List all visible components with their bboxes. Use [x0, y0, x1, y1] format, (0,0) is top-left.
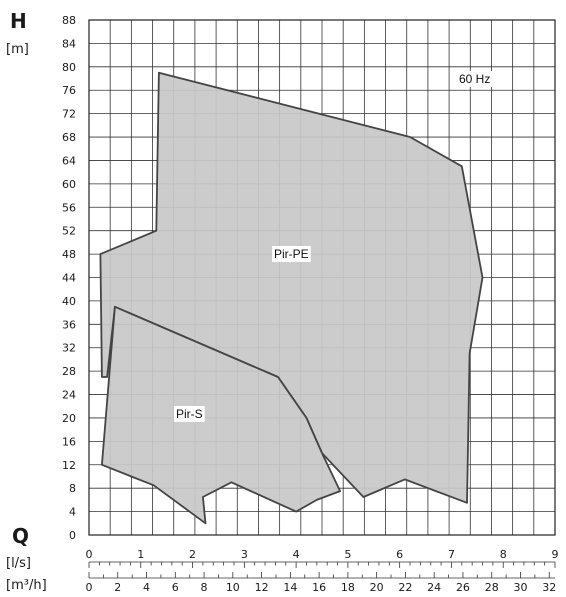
- area-pir-s: [101, 305, 342, 525]
- x-tick-label-m3h: 20: [370, 581, 384, 594]
- x-tick-label-ls: 6: [396, 548, 403, 561]
- series-label-pir-s-bg: [174, 406, 205, 422]
- y-tick-label: 68: [62, 131, 76, 144]
- y-tick-label: 52: [62, 225, 76, 238]
- x-tick-label-ls: 0: [86, 548, 93, 561]
- y-tick-label: 72: [62, 108, 76, 121]
- x-tick-label-ls: 7: [448, 548, 455, 561]
- y-tick-label: 60: [62, 178, 76, 191]
- y-tick-label: 76: [62, 84, 76, 97]
- y-axis-symbol: H: [10, 9, 27, 33]
- x-tick-label-m3h: 4: [143, 581, 150, 594]
- x-tick-label-m3h: 0: [86, 581, 93, 594]
- plot-frame: [88, 19, 556, 536]
- series-label-pir-s: Pir-S: [176, 407, 203, 421]
- x-tick-label-m3h: 12: [255, 581, 269, 594]
- y-tick-labels: 0481216202428323640444852566064687276808…: [62, 14, 76, 542]
- y-tick-label: 28: [62, 365, 76, 378]
- x-tick-label-ls: 4: [293, 548, 300, 561]
- x-tick-label-m3h: 22: [398, 581, 412, 594]
- performance-areas: [99, 71, 484, 525]
- x-axis-unit-ls: [l/s]: [6, 556, 31, 571]
- x-tick-label-ls: 8: [500, 548, 507, 561]
- y-tick-label: 64: [62, 154, 76, 167]
- y-tick-label: 16: [62, 435, 76, 448]
- y-tick-label: 32: [62, 342, 76, 355]
- y-tick-label: 0: [69, 529, 76, 542]
- series-label-pir-pe: Pir-PE: [274, 247, 309, 261]
- y-axis-unit: [m]: [6, 42, 29, 57]
- frequency-label-bg: [457, 71, 493, 87]
- frequency-label: 60 Hz: [459, 72, 490, 86]
- y-tick-label: 84: [62, 37, 76, 50]
- x-axis-unit-m3h: [m³/h]: [6, 578, 47, 593]
- x-tick-label-ls: 1: [137, 548, 144, 561]
- x-tick-label-m3h: 10: [226, 581, 240, 594]
- series-label-pir-pe-bg: [272, 246, 311, 262]
- x-tick-label-m3h: 16: [312, 581, 326, 594]
- x-tick-label-m3h: 2: [114, 581, 121, 594]
- x-tick-label-ls: 9: [552, 548, 559, 561]
- x-axis-symbol: Q: [12, 524, 29, 548]
- x-tick-label-m3h: 32: [542, 581, 556, 594]
- x-tick-label-m3h: 26: [456, 581, 470, 594]
- y-tick-label: 56: [62, 201, 76, 214]
- x-tick-label-m3h: 28: [485, 581, 499, 594]
- x-tick-label-m3h: 6: [172, 581, 179, 594]
- y-tick-label: 20: [62, 412, 76, 425]
- x-tick-label-ls: 2: [189, 548, 196, 561]
- y-tick-label: 40: [62, 295, 76, 308]
- x-tick-label-m3h: 18: [341, 581, 355, 594]
- y-tick-label: 4: [69, 506, 76, 519]
- y-tick-label: 44: [62, 272, 76, 285]
- plot-border: [88, 19, 556, 536]
- x-tick-labels-m3h: 0 2 4 6 8 10 12 14 16 18 20 22 24 26 28 30 32: [86, 572, 556, 594]
- y-tick-label: 88: [62, 14, 76, 27]
- y-tick-label: 8: [69, 482, 76, 495]
- y-tick-label: 36: [62, 318, 76, 331]
- y-tick-label: 80: [62, 61, 76, 74]
- y-tick-label: 12: [62, 459, 76, 472]
- x-tick-label-m3h: 8: [201, 581, 208, 594]
- x-tick-label-m3h: 30: [513, 581, 527, 594]
- x-tick-labels-ls: 0 1 2 3 4 5 6 7 8 9: [86, 548, 559, 568]
- y-tick-label: 24: [62, 389, 76, 402]
- x-tick-label-ls: 5: [344, 548, 351, 561]
- x-tick-label-m3h: 14: [283, 581, 297, 594]
- y-tick-label: 48: [62, 248, 76, 261]
- x-tick-label-m3h: 24: [427, 581, 441, 594]
- x-tick-label-ls: 3: [241, 548, 248, 561]
